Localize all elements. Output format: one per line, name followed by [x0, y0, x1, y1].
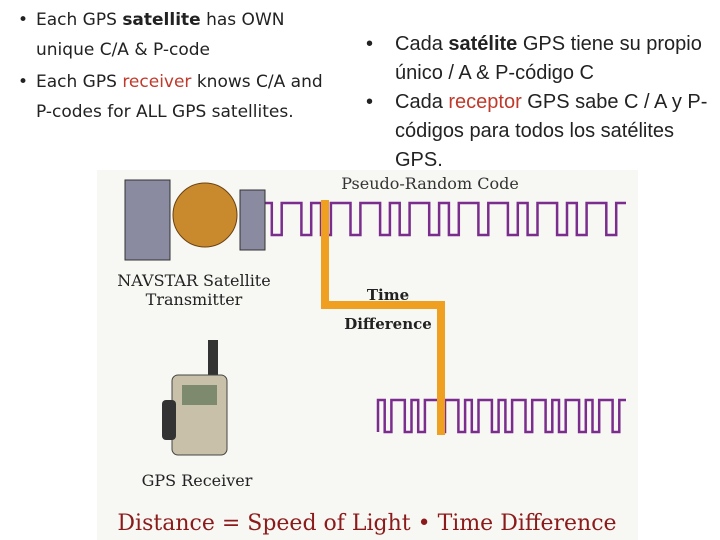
- text: receiver: [122, 72, 192, 92]
- text: Each GPS: [36, 72, 123, 92]
- time-label: Time: [367, 286, 409, 304]
- text: Each GPS: [36, 10, 123, 30]
- satellite-label: NAVSTAR Satellite: [117, 271, 270, 290]
- satellite-label: Transmitter: [146, 290, 243, 309]
- text: GPS sabe C / A y P-códigos para todos lo…: [395, 91, 708, 171]
- receiver-icon: [162, 340, 228, 456]
- code-wave: [260, 201, 626, 237]
- text: has OWN unique C/A & P-code: [36, 10, 285, 60]
- text: satélite: [448, 33, 518, 55]
- text: Cada: [395, 91, 449, 113]
- bullet: Cada receptor GPS sabe C / A y P-códigos…: [366, 88, 711, 175]
- left-bullets: Each GPS satellite has OWN unique C/A & …: [18, 5, 333, 129]
- text: satellite: [122, 10, 201, 30]
- code-label: Pseudo-Random Code: [341, 174, 519, 193]
- bullet: Cada satélite GPS tiene su propio único …: [366, 30, 711, 88]
- text: GPS tiene su propio único / A & P-código…: [395, 33, 702, 84]
- bullet: Each GPS satellite has OWN unique C/A & …: [18, 5, 333, 65]
- text: receptor: [448, 91, 522, 113]
- time-offset: [321, 200, 445, 435]
- formula: Distance = Speed of Light • Time Differe…: [117, 511, 616, 536]
- bullet: Each GPS receiver knows C/A and P-codes …: [18, 67, 333, 127]
- time-label: Difference: [344, 315, 432, 333]
- satellite-icon: [124, 179, 266, 261]
- text: Cada: [395, 33, 449, 55]
- text: knows C/A and P-codes for ALL GPS satell…: [36, 72, 323, 122]
- right-bullets: Cada satélite GPS tiene su propio único …: [366, 30, 711, 175]
- code-wave: [376, 398, 626, 434]
- receiver-label: GPS Receiver: [142, 471, 253, 490]
